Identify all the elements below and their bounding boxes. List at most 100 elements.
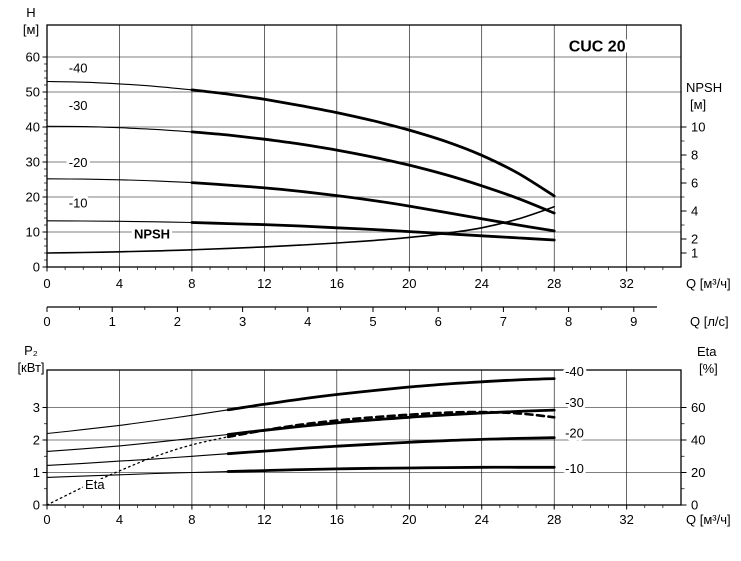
curve--40-thin	[46, 409, 229, 435]
x-tick-label: 28	[547, 276, 561, 291]
curve--30-thin	[46, 433, 229, 452]
chart-title: CUC 20	[569, 39, 626, 56]
plot-border	[46, 369, 682, 506]
y2-tick-label: 10	[691, 119, 705, 134]
axis-tick-label: 2	[174, 314, 181, 329]
curve-label--30: -30	[565, 395, 584, 410]
x-tick-label: 12	[257, 512, 271, 527]
curve-label--20: -20	[565, 426, 584, 441]
y2-axis-title: [м]	[690, 97, 706, 112]
curve-label-eta-rise: Eta	[85, 477, 105, 492]
y2-tick-label: 60	[691, 400, 705, 415]
curve--10-thin	[46, 470, 229, 478]
y-tick-label: 20	[26, 189, 40, 204]
y2-tick-label: 20	[691, 465, 705, 480]
axis-tick-label: 9	[630, 314, 637, 329]
x-tick-label: 24	[475, 276, 489, 291]
curve--30	[190, 130, 556, 215]
curve--20	[226, 436, 556, 456]
y-tick-label: 0	[33, 498, 40, 513]
x-tick-label: 4	[116, 276, 123, 291]
y-tick-label: 50	[26, 84, 40, 99]
axis-tick-label: 6	[435, 314, 442, 329]
flow-axis-lps: 0 1 2 3 4 5 6 7 8 9 Q [л/с]	[43, 306, 729, 329]
curve--40	[226, 377, 556, 412]
axis-tick-label: 5	[369, 314, 376, 329]
x-tick-label: 4	[116, 512, 123, 527]
y-tick-label: 10	[26, 224, 40, 239]
x-axis-title: Q [м³/ч]	[686, 512, 731, 527]
curve--40-thin	[46, 80, 193, 91]
y-tick-label: 0	[33, 260, 40, 275]
grid	[47, 25, 681, 267]
y2-tick-label: 6	[691, 175, 698, 190]
y2-axis-title: Eta	[697, 344, 717, 359]
x-tick-label: 0	[43, 276, 50, 291]
y2-tick-label: 8	[691, 147, 698, 162]
curve-label--30: -30	[69, 98, 88, 113]
curve--20	[190, 181, 556, 233]
y2-axis-title: NPSH	[686, 80, 722, 95]
axis-tick-label: 7	[500, 314, 507, 329]
power-chart: 0 4 8 12 16 20 24 28 3201230204060-40-30-20-10Et…	[17, 343, 730, 527]
y-axis-title: P₂	[24, 343, 38, 358]
curve--30-thin	[46, 125, 193, 133]
axis-tick-label: 8	[565, 314, 572, 329]
y2-tick-label: 0	[691, 498, 698, 513]
curve--40	[190, 88, 556, 198]
series: -40 -30 -20 -10 NPSH	[46, 58, 556, 254]
y-tick-label: 60	[26, 49, 40, 64]
y2-tick-label: 40	[691, 433, 705, 448]
curve-eta-rise	[46, 436, 229, 506]
x-axis-title: Q [м³/ч]	[686, 276, 731, 291]
curve-label--40: -40	[565, 364, 584, 379]
y-axis-title: [м]	[23, 22, 39, 37]
y2-axis-title: [%]	[699, 361, 718, 376]
axis-tick-label: 4	[304, 314, 311, 329]
curve--10	[190, 221, 556, 242]
curve-label--20: -20	[69, 155, 88, 170]
y-tick-label: 30	[26, 154, 40, 169]
curve--10	[226, 465, 556, 473]
x-tick-label: 20	[402, 276, 416, 291]
axis-tick-label: 1	[109, 314, 116, 329]
curve-label-NPSH: NPSH	[134, 226, 170, 241]
curve--10-thin	[46, 220, 193, 224]
curve-label--40: -40	[69, 61, 88, 76]
axis-title: Q [л/с]	[690, 314, 729, 329]
curve--20-thin	[46, 453, 229, 466]
y2-tick-label: 1	[691, 245, 698, 260]
x-tick-label: 0	[43, 512, 50, 527]
axis-tick-label: 3	[239, 314, 246, 329]
x-tick-label: 28	[547, 512, 561, 527]
y2-tick-label: 2	[691, 231, 698, 246]
curve-label--10: -10	[69, 195, 88, 210]
series: -40 -30 -20 -10 Eta	[46, 361, 587, 506]
x-tick-label: 8	[188, 512, 195, 527]
x-tick-label: 16	[330, 512, 344, 527]
grid	[47, 370, 681, 505]
curve--30	[226, 408, 556, 436]
curve--20-thin	[46, 178, 193, 184]
curve-NPSH	[46, 206, 555, 254]
x-tick-label: 32	[619, 276, 633, 291]
y-axis-title: H	[26, 5, 35, 20]
y-tick-label: 1	[33, 465, 40, 480]
y-tick-label: 2	[33, 433, 40, 448]
curve-label--10: -10	[565, 461, 584, 476]
axis-tick-label: 0	[43, 314, 50, 329]
x-tick-label: 12	[257, 276, 271, 291]
x-tick-label: 24	[475, 512, 489, 527]
head-chart: 0 4 8 12 16 20 24 28 3201020304050601246810-40-3…	[23, 5, 731, 291]
y-axis-title: [кВт]	[17, 360, 44, 375]
x-tick-label: 20	[402, 512, 416, 527]
y-tick-label: 3	[33, 400, 40, 415]
y-tick-label: 40	[26, 119, 40, 134]
x-tick-label: 8	[188, 276, 195, 291]
x-tick-label: 16	[330, 276, 344, 291]
plot-border	[46, 24, 682, 268]
